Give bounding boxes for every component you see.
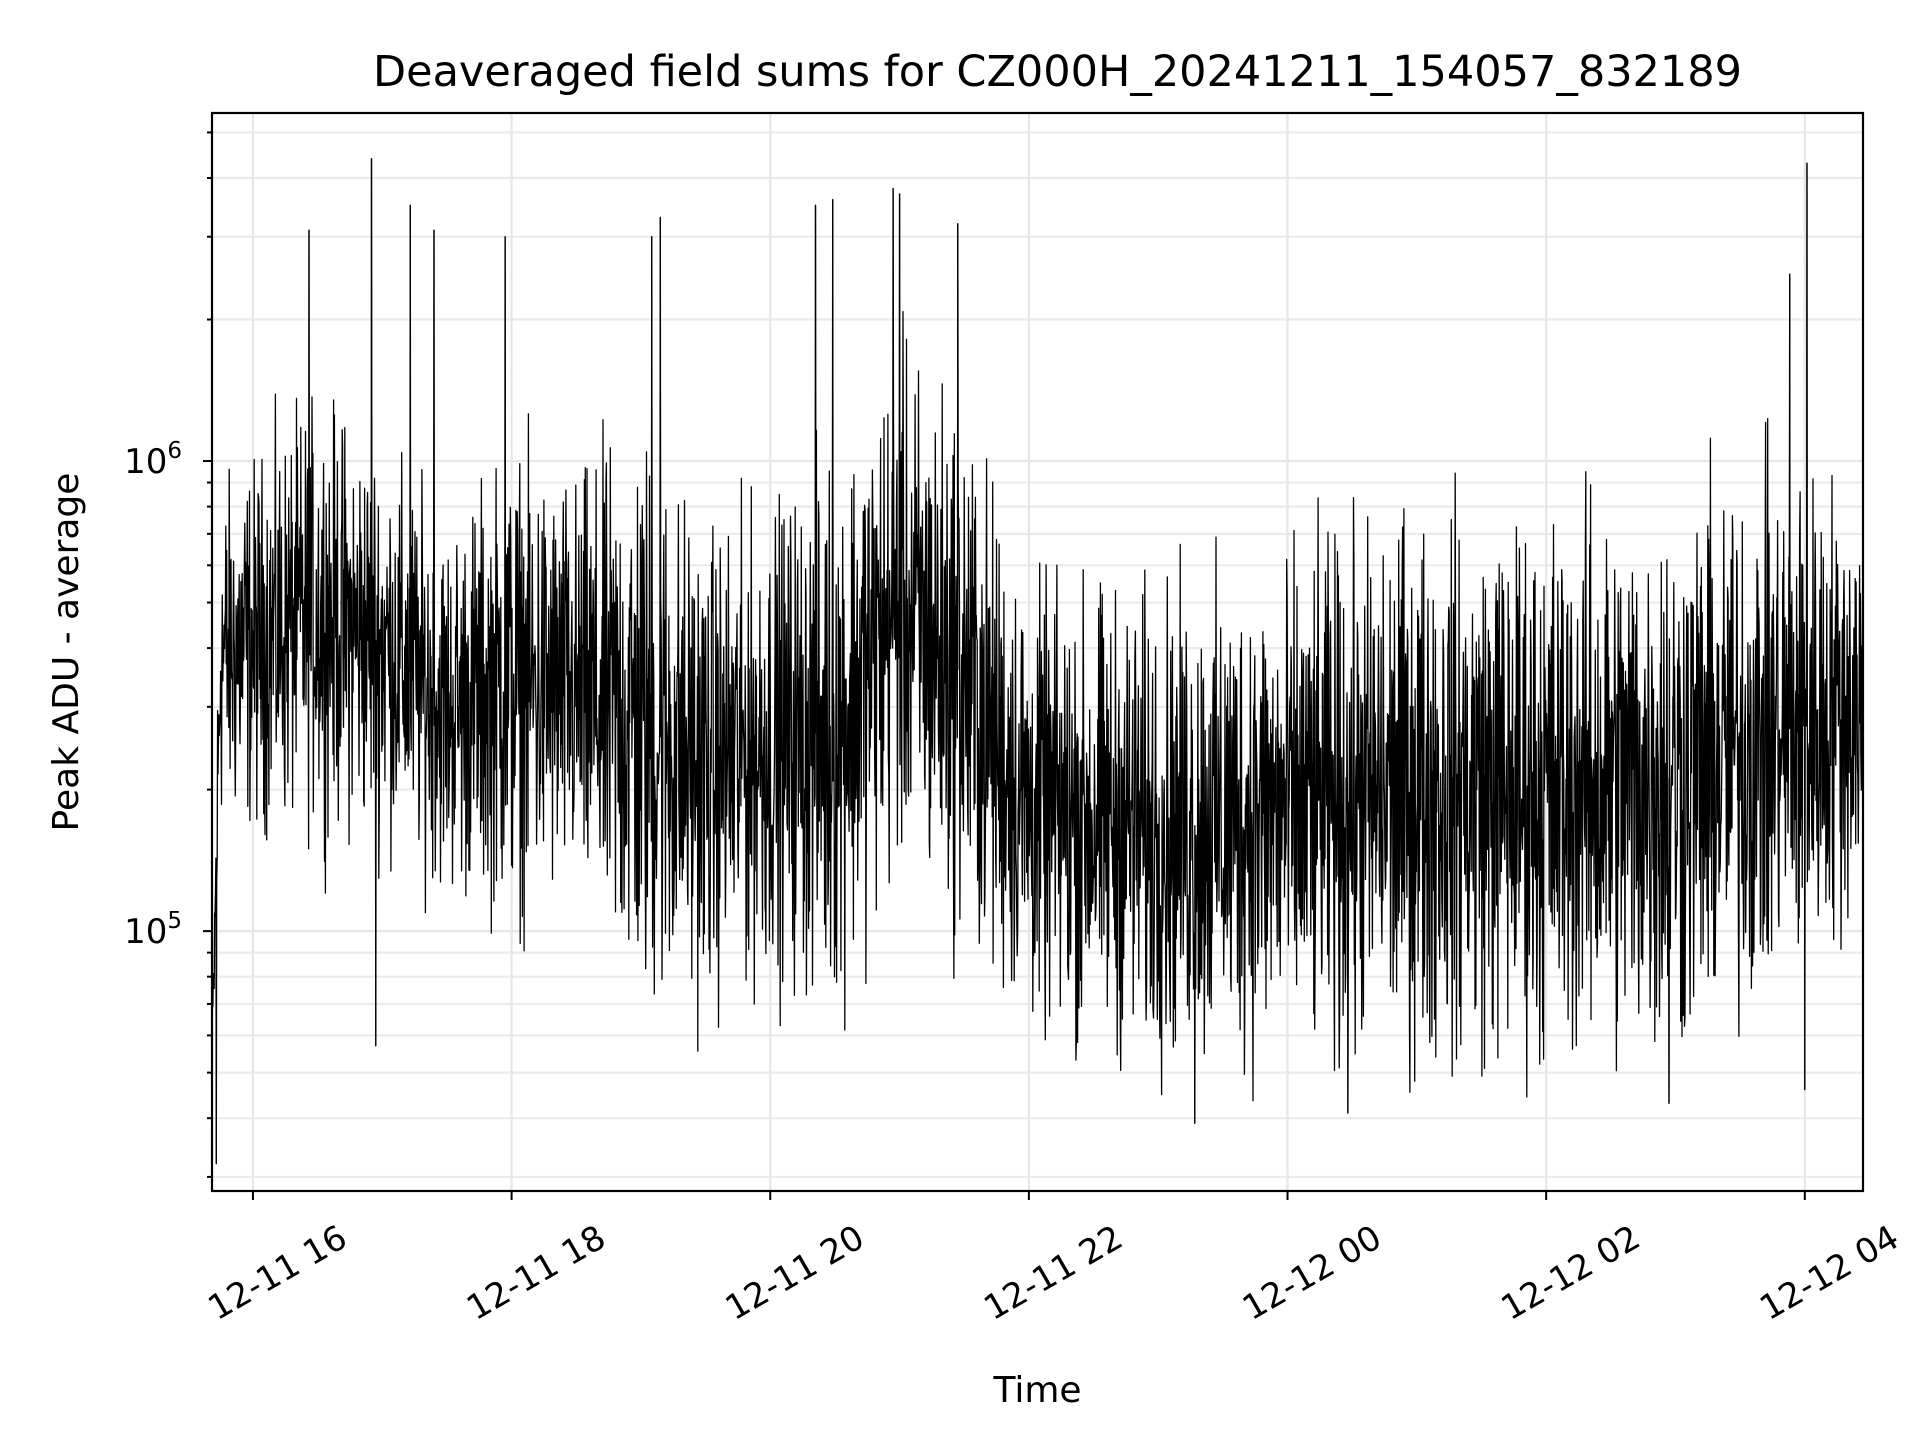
x-tick-label: 12-12 04 (1753, 1218, 1905, 1329)
series-group (211, 157, 1864, 1165)
x-tick-label: 12-12 02 (1495, 1218, 1647, 1329)
x-tick-label: 12-11 16 (201, 1218, 353, 1329)
x-tick-label: 12-11 22 (977, 1218, 1129, 1329)
x-tick-label: 12-11 20 (719, 1218, 871, 1329)
series-line (211, 157, 1864, 1165)
x-axis-label: Time (992, 1370, 1081, 1411)
grid-lines (212, 113, 1863, 1191)
chart-title: Deaveraged field sums for CZ000H_2024121… (373, 47, 1742, 97)
y-tick-label: 105 (124, 908, 182, 952)
x-tick-label: 12-11 18 (460, 1218, 612, 1329)
x-tick-label: 12-12 00 (1236, 1218, 1388, 1329)
plot-frame (210, 111, 1865, 1193)
y-axis-label: Peak ADU - average (46, 473, 87, 832)
y-tick-label: 106 (124, 438, 182, 482)
